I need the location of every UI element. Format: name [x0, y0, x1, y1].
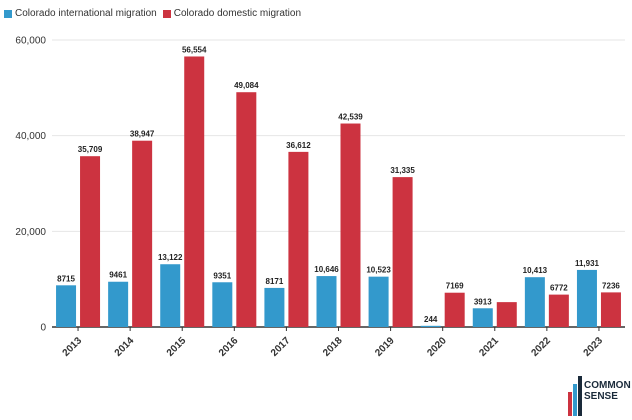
y-tick-label: 60,000	[15, 36, 46, 47]
data-label-domestic: 31,335	[390, 166, 415, 175]
bar-international	[368, 276, 389, 327]
x-tick-label: 2019	[373, 335, 397, 359]
data-label-domestic: 38,947	[130, 130, 155, 139]
data-label-international: 10,646	[314, 265, 339, 274]
data-label-international: 10,523	[366, 266, 391, 275]
x-tick-label: 2018	[321, 335, 345, 359]
x-tick-label: 2016	[217, 335, 241, 359]
bar-domestic	[288, 151, 309, 327]
data-label-domestic: 56,554	[182, 45, 207, 54]
bar-international	[264, 287, 285, 327]
bar-international	[316, 276, 337, 327]
bar-domestic	[184, 56, 205, 327]
logo-text: COMMON SENSE	[584, 380, 631, 402]
x-tick-label: 2014	[113, 335, 137, 359]
common-sense-logo: COMMON SENSE	[566, 372, 632, 420]
x-tick-label: 2015	[165, 335, 189, 359]
bar-domestic	[548, 294, 569, 327]
bar-domestic	[132, 140, 153, 327]
data-label-international: 13,122	[158, 253, 183, 262]
data-label-domestic: 7169	[446, 282, 464, 291]
data-label-domestic: 7236	[602, 281, 620, 290]
legend-label-domestic: Colorado domestic migration	[173, 8, 302, 19]
y-tick-label: 40,000	[15, 131, 46, 142]
bar-domestic	[236, 92, 257, 327]
bar-international	[524, 277, 545, 327]
legend-swatch-domestic	[162, 9, 171, 18]
data-label-international: 9351	[213, 271, 231, 280]
x-tick-label: 2013	[61, 335, 85, 359]
data-label-international: 9461	[109, 271, 127, 280]
bar-domestic	[80, 156, 101, 327]
bar-international	[160, 264, 181, 327]
bar-international	[472, 308, 493, 327]
data-label-domestic: 36,612	[286, 141, 311, 150]
y-tick-label: 20,000	[15, 227, 46, 238]
data-label-international: 11,931	[575, 259, 600, 268]
bar-international	[212, 282, 233, 327]
bar-domestic	[340, 123, 361, 327]
data-label-international: 8715	[57, 274, 75, 283]
logo-line-1: COMMON	[584, 380, 631, 391]
legend-item-international[interactable]: Colorado international migration	[4, 8, 157, 19]
x-tick-label: 2023	[582, 335, 606, 359]
logo-mark-icon	[568, 376, 582, 416]
bar-domestic	[444, 292, 465, 327]
data-label-international: 244	[424, 315, 438, 324]
logo-line-2: SENSE	[584, 391, 618, 402]
data-label-domestic: 42,539	[338, 113, 363, 122]
data-label-international: 3913	[474, 297, 492, 306]
data-label-international: 10,413	[523, 266, 548, 275]
x-tick-label: 2022	[529, 335, 553, 359]
bar-international	[108, 281, 129, 327]
x-tick-label: 2017	[269, 335, 293, 359]
data-label-international: 8171	[266, 277, 284, 286]
legend-item-domestic[interactable]: Colorado domestic migration	[162, 8, 302, 19]
y-tick-label: 0	[40, 323, 46, 334]
bar-international	[576, 269, 597, 327]
chart-legend: Colorado international migration Colorad…	[4, 8, 307, 19]
x-tick-label: 2020	[425, 335, 449, 359]
bar-international	[420, 325, 441, 327]
bar-international	[56, 285, 77, 327]
legend-swatch-international	[4, 9, 12, 18]
x-tick-label: 2021	[477, 335, 501, 359]
bar-domestic	[600, 292, 621, 327]
data-label-domestic: 6772	[550, 284, 568, 293]
legend-label-international: Colorado international migration	[15, 8, 157, 19]
data-label-domestic: 35,709	[78, 145, 103, 154]
bar-domestic	[392, 177, 413, 327]
data-label-domestic: 49,084	[234, 81, 259, 90]
bar-domestic	[496, 302, 517, 327]
